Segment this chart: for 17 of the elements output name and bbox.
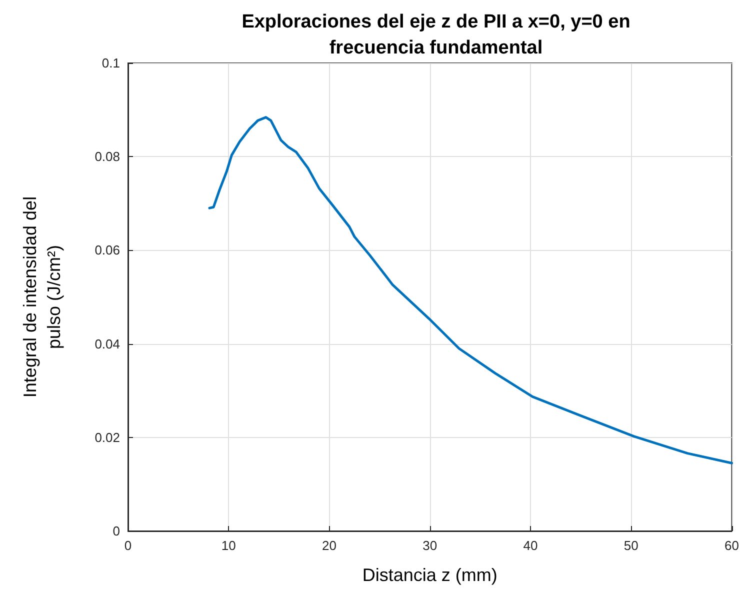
x-tick-label: 10 bbox=[221, 538, 236, 553]
x-axis-title: Distancia z (mm) bbox=[362, 565, 498, 585]
y-tick-label: 0.08 bbox=[94, 149, 120, 164]
y-tick-label: 0.02 bbox=[94, 430, 120, 445]
x-tick-label: 30 bbox=[422, 538, 438, 553]
x-tick-label: 50 bbox=[624, 538, 638, 553]
x-tick-label: 40 bbox=[523, 538, 538, 553]
y-tick-label: 0.1 bbox=[102, 56, 120, 70]
y-axis-title: Integral de intensidad del pulso (J/cm²) bbox=[20, 196, 64, 398]
line-series bbox=[208, 116, 734, 464]
y-tick-label: 0.04 bbox=[94, 336, 120, 352]
x-tick-label: 60 bbox=[724, 538, 740, 553]
x-tick-label: 20 bbox=[322, 538, 336, 553]
x-tick-label: 0 bbox=[124, 538, 132, 553]
y-tick-label: 0 bbox=[112, 524, 120, 538]
chart-title: Exploraciones del eje z de PII a x=0, y=0 en frecuencia fundamental bbox=[242, 12, 630, 58]
y-tick-label: 0.06 bbox=[94, 242, 120, 258]
